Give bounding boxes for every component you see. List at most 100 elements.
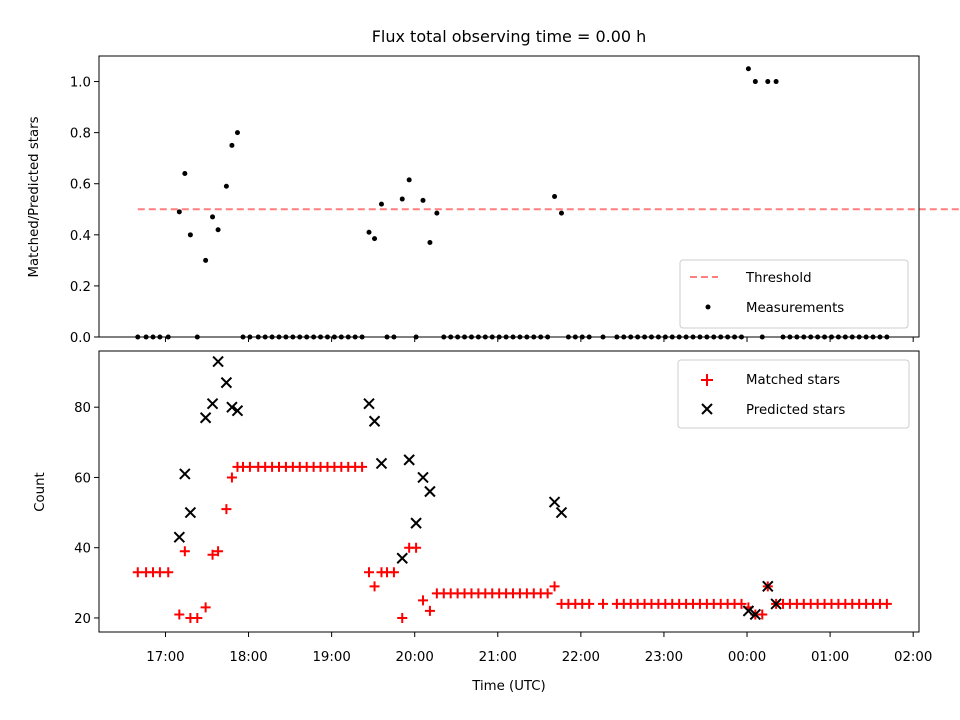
matched-star-point (418, 595, 429, 606)
measurement-point (176, 209, 182, 215)
predicted-star-point (173, 531, 186, 543)
measurement-point (210, 214, 216, 220)
predicted-star-point (206, 397, 219, 410)
predicted-star-point (199, 412, 212, 424)
top-panel: 0.0 0.2 0.4 0.6 0.8 1.0 Matched/Predicted sta… (27, 55, 960, 346)
measurement-point (203, 257, 209, 263)
predicted-star-point (403, 454, 415, 466)
x-axis-label: Time (UTC) (471, 679, 546, 694)
top-y-tick-label: 0.6 (70, 178, 91, 193)
bottom-y-tick-label: 20 (74, 612, 91, 627)
x-tick-label: 00:00 (728, 650, 766, 665)
legend-threshold-label: Threshold (745, 271, 812, 286)
matched-star-point (542, 588, 553, 599)
measurement-point (378, 201, 384, 207)
matched-star-point (364, 567, 375, 578)
measurement-point (427, 239, 433, 245)
predicted-star-point (770, 598, 782, 610)
matched-star-point (213, 546, 224, 557)
top-plot-area (135, 66, 960, 340)
bottom-y-ticks: 20 40 60 80 (74, 401, 99, 627)
x-tick-label: 18:00 (229, 650, 267, 665)
bottom-y-axis-label: Count (33, 472, 48, 512)
top-y-tick-label: 0.4 (70, 229, 91, 244)
matched-star-point (397, 612, 408, 623)
matched-star-point (584, 598, 595, 609)
bottom-x-ticks: 17:00 18:00 19:00 20:00 21:00 22:00 23:00 00:00… (146, 632, 932, 665)
matched-star-point (163, 567, 174, 578)
predicted-star-point (375, 457, 388, 470)
bottom-axes-frame (98, 350, 920, 633)
predicted-star-point (179, 468, 191, 480)
top-y-tick-label: 0.2 (70, 280, 91, 295)
top-y-axis-label: Matched/Predicted stars (27, 116, 42, 277)
measurement-point (552, 194, 558, 199)
matched-star-point (598, 598, 609, 609)
x-tick-label: 01:00 (811, 650, 849, 665)
legend-predicted-swatch (701, 403, 713, 415)
legend-matched-swatch (701, 374, 713, 386)
legend-measurements-label: Measurements (746, 301, 844, 316)
predicted-star-point (548, 496, 561, 508)
top-y-tick-label: 0.0 (70, 331, 91, 346)
predicted-star-point (396, 552, 408, 564)
matched-star-point (757, 609, 768, 620)
top-y-ticks: 0.0 0.2 0.4 0.6 0.8 1.0 (70, 76, 99, 346)
measurement-point (765, 79, 771, 85)
x-tick-label: 22:00 (562, 650, 600, 665)
measurement-point (234, 130, 240, 136)
measurement-point (399, 196, 405, 202)
bottom-plot-area (132, 355, 892, 623)
top-x-ticks (164, 337, 914, 342)
measurement-point (752, 79, 758, 85)
predicted-star-point (742, 605, 755, 617)
predicted-star-point (424, 485, 436, 498)
top-y-tick-label: 0.8 (70, 127, 91, 142)
predicted-star-point (749, 608, 762, 621)
top-axes-frame (98, 55, 920, 338)
measurement-point (745, 66, 751, 72)
measurement-point (420, 197, 426, 203)
measurement-point (366, 229, 372, 235)
bottom-y-tick-label: 60 (74, 471, 91, 486)
matched-star-point (207, 549, 218, 560)
predicted-star-point (555, 506, 568, 519)
x-tick-label: 17:00 (146, 650, 184, 665)
legend-matched-label: Matched stars (746, 373, 840, 388)
matched-star-point (179, 546, 190, 557)
top-y-tick-label: 1.0 (70, 76, 91, 91)
x-tick-label: 23:00 (645, 650, 683, 665)
predicted-star-point (212, 355, 224, 368)
measurement-point (773, 79, 779, 85)
measurement-point (182, 171, 188, 177)
predicted-star-point (762, 580, 774, 593)
matched-star-point (736, 598, 747, 609)
measurement-point (558, 210, 564, 216)
matched-star-point (226, 472, 237, 483)
bottom-panel: 20 40 60 80 17:00 18:00 19:00 20:00 21:00 22:00 2… (33, 350, 932, 694)
predicted-star-point (410, 517, 422, 529)
matched-star-point (357, 461, 368, 472)
matched-star-point (881, 598, 892, 609)
matched-star-point (424, 605, 435, 616)
measurement-point (434, 210, 440, 216)
measurement-point (229, 142, 235, 148)
legend-predicted-label: Predicted stars (746, 403, 845, 418)
matched-star-point (549, 581, 560, 592)
x-tick-label: 20:00 (396, 650, 434, 665)
matched-star-point (369, 581, 380, 592)
top-legend: Threshold Measurements (679, 259, 909, 329)
matched-star-point (411, 542, 422, 553)
x-tick-label: 19:00 (312, 650, 350, 665)
chart-title: Flux total observing time = 0.00 h (372, 27, 647, 46)
predicted-star-point (226, 401, 238, 413)
bottom-y-tick-label: 40 (74, 542, 91, 557)
predicted-star-point (220, 376, 233, 389)
measurement-point (187, 232, 193, 238)
predicted-star-point (363, 397, 375, 410)
matched-star-point (221, 504, 232, 515)
matched-star-point (388, 567, 399, 578)
measurement-point (406, 177, 412, 183)
x-tick-label: 02:00 (894, 650, 932, 665)
